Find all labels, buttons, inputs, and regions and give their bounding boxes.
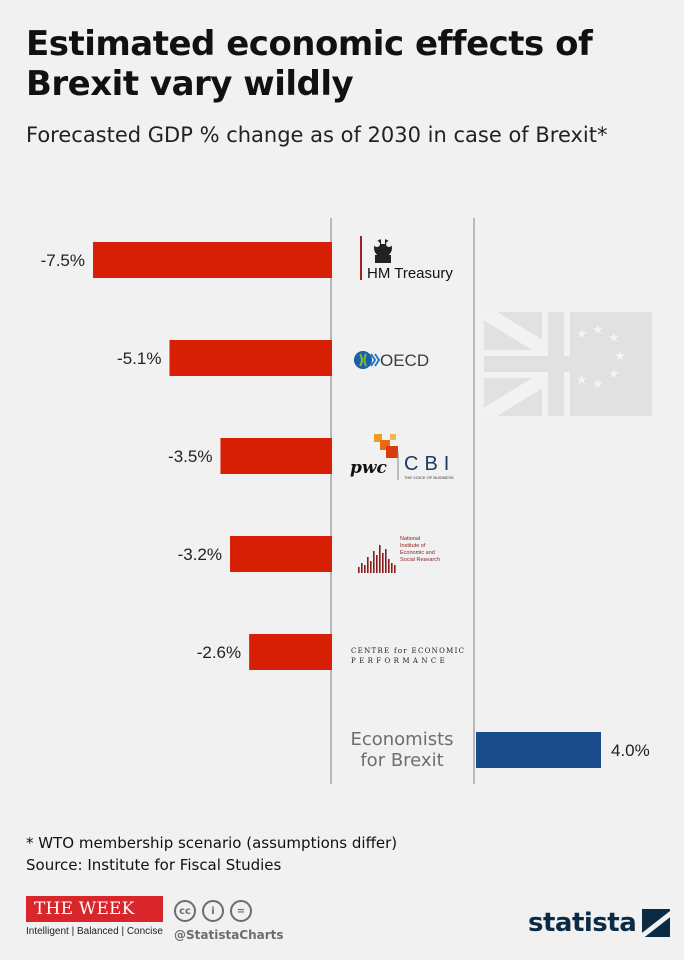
value-label-2: -5.1%: [117, 349, 161, 368]
statista-wordmark: statista: [528, 908, 637, 938]
svg-text:★: ★: [608, 367, 620, 382]
by-icon[interactable]: i: [202, 900, 224, 922]
oecd-logo: OECD: [354, 351, 429, 370]
value-label-3: -3.5%: [168, 447, 212, 466]
statista-mark-icon: [642, 909, 671, 937]
statista-logo[interactable]: statista: [528, 908, 671, 938]
bar-5: [249, 634, 332, 670]
value-label-6: 4.0%: [611, 741, 650, 760]
svg-text:★: ★: [608, 331, 620, 346]
pwc-cbi-logo: pwc CBI THE VOICE OF BUSINESS: [350, 434, 455, 480]
svg-text:★: ★: [592, 323, 604, 338]
union-eu-flag-icon: ★ ★ ★ ★ ★ ★ ★: [484, 312, 652, 416]
value-label-5: -2.6%: [197, 643, 241, 662]
niesr-line-2: Institute of: [400, 543, 426, 549]
hm-treasury-label: HM Treasury: [367, 265, 453, 282]
the-week-logo[interactable]: THE WEEK Intelligent | Balanced | Concis…: [26, 896, 163, 937]
page-title: Estimated economic effects of Brexit var…: [26, 24, 593, 104]
cep-line-1: CENTRE for ECONOMIC: [351, 647, 465, 655]
pwc-label: pwc: [350, 458, 388, 478]
footnote: * WTO membership scenario (assumptions d…: [26, 832, 397, 876]
page-subtitle: Forecasted GDP % change as of 2030 in ca…: [26, 123, 608, 147]
niesr-line-1: National: [400, 536, 420, 542]
footnote-source: Source: Institute for Fiscal Studies: [26, 856, 282, 874]
gdp-bar-chart: -7.5% -5.1% -3.5% -3.2% -2.6% 4.0% HM Treasur…: [41, 218, 650, 784]
license-block: cc i = @StatistaCharts: [174, 900, 284, 942]
cbi-tagline: THE VOICE OF BUSINESS: [404, 475, 454, 480]
svg-text:★: ★: [576, 373, 588, 388]
hm-treasury-logo: HM Treasury: [360, 236, 453, 282]
bar-6: [476, 732, 601, 768]
oecd-label: OECD: [380, 351, 429, 370]
svg-text:★: ★: [576, 327, 588, 342]
cep-logo: CENTRE for ECONOMIC PERFORMANCE: [351, 647, 465, 665]
economists-for-brexit-label: Economists for Brexit: [350, 729, 453, 771]
cep-line-2: PERFORMANCE: [351, 657, 448, 665]
pwc-blocks-icon: [374, 434, 398, 458]
nd-icon[interactable]: =: [230, 900, 252, 922]
niesr-line-4: Social Research: [400, 557, 440, 563]
value-label-1: -7.5%: [41, 251, 85, 270]
footnote-note: * WTO membership scenario (assumptions d…: [26, 834, 398, 852]
niesr-logo: National Institute of Economic and Socia…: [358, 536, 440, 573]
value-label-4: -3.2%: [178, 545, 222, 564]
niesr-bars-icon: [358, 545, 396, 573]
cc-icon[interactable]: cc: [174, 900, 196, 922]
the-week-wordmark: THE WEEK: [26, 896, 163, 922]
bar-2: [169, 340, 332, 376]
statista-handle[interactable]: @StatistaCharts: [174, 928, 284, 942]
efb-line-1: Economists: [350, 729, 453, 750]
niesr-line-3: Economic and: [400, 550, 435, 556]
crest-icon: [374, 238, 392, 263]
bar-1: [93, 242, 332, 278]
svg-text:★: ★: [614, 349, 626, 364]
bar-4: [230, 536, 332, 572]
efb-line-2: for Brexit: [360, 750, 443, 771]
svg-text:★: ★: [592, 377, 604, 392]
cbi-label: CBI: [404, 453, 455, 475]
the-week-tagline: Intelligent | Balanced | Concise: [26, 926, 163, 937]
bar-3: [220, 438, 332, 474]
